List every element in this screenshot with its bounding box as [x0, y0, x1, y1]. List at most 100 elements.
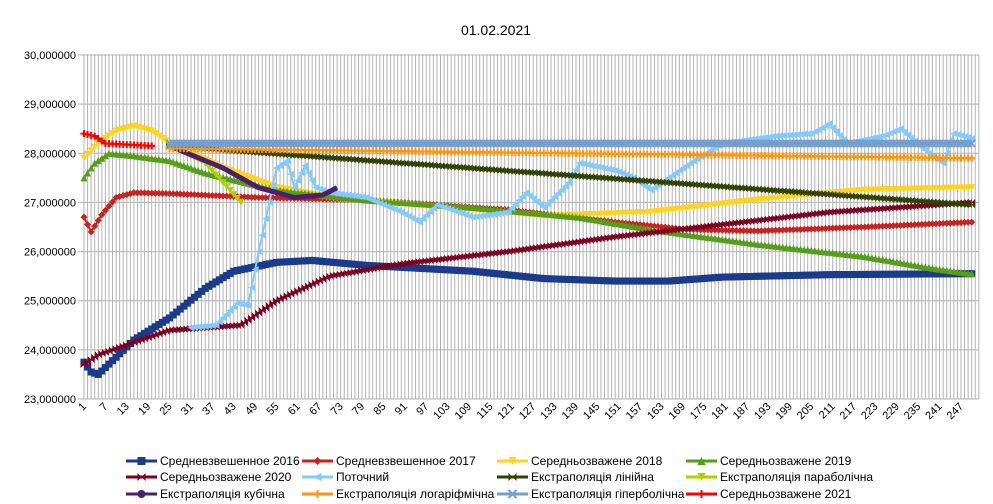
- series-7: [166, 142, 976, 209]
- x-tick-label: 19: [136, 401, 153, 418]
- data-point: [133, 334, 141, 342]
- data-point: [198, 323, 206, 331]
- data-point: [233, 194, 241, 202]
- data-point: [340, 259, 348, 267]
- y-tick-label: 25,000000: [24, 296, 76, 308]
- data-point: [793, 271, 801, 279]
- x-tick-label: 139: [560, 401, 581, 422]
- data-point: [707, 274, 715, 282]
- data-point: [893, 270, 901, 278]
- data-point: [900, 128, 908, 136]
- data-point: [223, 272, 231, 280]
- series-9: [168, 143, 339, 201]
- y-tick-label: 28,000000: [24, 148, 76, 160]
- data-point: [650, 277, 658, 285]
- legend-label: Средневзвешенное 2016: [160, 454, 300, 468]
- x-tick-label: 67: [307, 401, 324, 418]
- data-point: [91, 222, 99, 230]
- data-point: [237, 198, 245, 206]
- data-point: [244, 264, 252, 272]
- data-point: [219, 179, 227, 187]
- data-point: [201, 284, 209, 292]
- data-point: [251, 266, 259, 274]
- legend-label: Средневзвешенное 2017: [336, 454, 476, 468]
- data-point: [561, 275, 569, 283]
- data-point: [283, 157, 291, 165]
- data-point: [330, 258, 338, 266]
- x-tick-label: 25: [158, 401, 175, 418]
- data-point: [561, 182, 569, 190]
- data-point: [105, 132, 113, 140]
- data-point: [94, 135, 102, 143]
- x-axis-ticks: 1 7 13 19 25 31 37 43 49 55 61 67 73 79 85 91 97 103 109 11…: [76, 401, 966, 422]
- data-point: [476, 268, 484, 276]
- data-point: [162, 316, 170, 324]
- data-point: [536, 200, 544, 208]
- data-point: [337, 190, 345, 198]
- data-point: [968, 270, 976, 278]
- data-point: [572, 276, 580, 284]
- x-tick-label: 235: [902, 401, 923, 422]
- chart-title: 01.02.2021: [461, 22, 531, 38]
- data-point: [889, 270, 897, 278]
- data-point: [183, 299, 191, 307]
- x-tick-label: 229: [880, 401, 901, 422]
- data-point: [515, 272, 523, 280]
- data-point: [875, 133, 883, 141]
- data-point: [622, 277, 630, 285]
- y-axis-ticks: 23,000000 24,000000 25,000000 26,000000 27,0…: [24, 50, 76, 406]
- data-point: [764, 133, 772, 141]
- data-point: [219, 274, 227, 282]
- data-point: [422, 265, 430, 273]
- data-point: [579, 276, 587, 284]
- data-point: [483, 269, 491, 277]
- data-point: [672, 277, 680, 285]
- data-point: [608, 166, 616, 174]
- data-point: [693, 275, 701, 283]
- data-point: [426, 265, 434, 273]
- data-point: [494, 270, 502, 278]
- data-point: [854, 270, 862, 278]
- data-point: [779, 132, 787, 140]
- data-point: [294, 257, 302, 265]
- data-point: [729, 273, 737, 281]
- data-point: [736, 273, 744, 281]
- x-tick-label: 1: [76, 401, 89, 414]
- data-point: [101, 206, 109, 214]
- data-point: [226, 307, 234, 315]
- data-point: [832, 128, 840, 136]
- data-point: [700, 274, 708, 282]
- data-point: [212, 321, 220, 329]
- data-point: [205, 282, 213, 290]
- data-point: [533, 274, 541, 282]
- data-point: [401, 263, 409, 271]
- data-point: [818, 271, 826, 279]
- x-tick-label: 13: [115, 401, 132, 418]
- data-point: [98, 154, 106, 162]
- data-point: [408, 264, 416, 272]
- data-point: [479, 212, 487, 220]
- data-point: [444, 255, 452, 263]
- data-point: [540, 203, 548, 211]
- data-point: [665, 277, 673, 285]
- x-tick-label: 55: [264, 401, 281, 418]
- data-point: [344, 191, 352, 199]
- x-tick-label: 97: [414, 401, 431, 418]
- data-point: [287, 170, 295, 178]
- data-point: [337, 259, 345, 267]
- data-point: [358, 261, 366, 269]
- data-point: [925, 270, 933, 278]
- data-point: [333, 259, 341, 267]
- data-point: [896, 125, 904, 133]
- data-point: [522, 189, 530, 197]
- data-point: [636, 277, 644, 285]
- data-point: [404, 264, 412, 272]
- data-point: [725, 273, 733, 281]
- data-point: [201, 322, 209, 330]
- data-point: [326, 258, 334, 266]
- data-point: [797, 130, 805, 138]
- legend-label: Середньозважене 2018: [531, 454, 663, 468]
- series-line: [168, 143, 339, 201]
- x-tick-label: 193: [752, 401, 773, 422]
